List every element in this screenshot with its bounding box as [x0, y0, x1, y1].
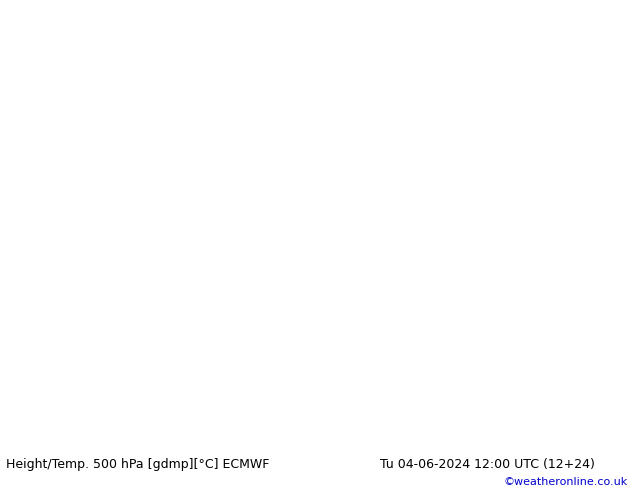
Text: ©weatheronline.co.uk: ©weatheronline.co.uk [503, 477, 628, 487]
Text: Height/Temp. 500 hPa [gdmp][°C] ECMWF: Height/Temp. 500 hPa [gdmp][°C] ECMWF [6, 458, 269, 470]
Text: Tu 04-06-2024 12:00 UTC (12+24): Tu 04-06-2024 12:00 UTC (12+24) [380, 458, 595, 470]
